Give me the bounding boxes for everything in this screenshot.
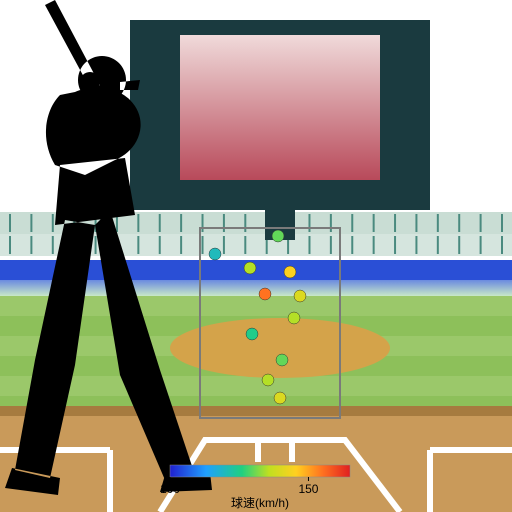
colorbar-tick: 150 <box>298 482 318 496</box>
pitch-location-chart: 100 150 球速(km/h) <box>0 0 512 512</box>
pitchers-mound <box>170 318 390 378</box>
pitch-point <box>294 290 306 302</box>
pitch-point <box>244 262 256 274</box>
pitch-point <box>272 230 284 242</box>
pitch-point <box>262 374 274 386</box>
colorbar-label: 球速(km/h) <box>231 496 289 510</box>
colorbar-tick: 100 <box>160 482 180 496</box>
pitch-point <box>274 392 286 404</box>
pitch-point <box>288 312 300 324</box>
scoreboard-screen <box>180 35 380 180</box>
pitch-point <box>259 288 271 300</box>
colorbar <box>170 465 350 477</box>
pitch-point <box>246 328 258 340</box>
pitch-point <box>284 266 296 278</box>
chart-svg: 100 150 球速(km/h) <box>0 0 512 512</box>
pitch-point <box>209 248 221 260</box>
pitch-point <box>276 354 288 366</box>
